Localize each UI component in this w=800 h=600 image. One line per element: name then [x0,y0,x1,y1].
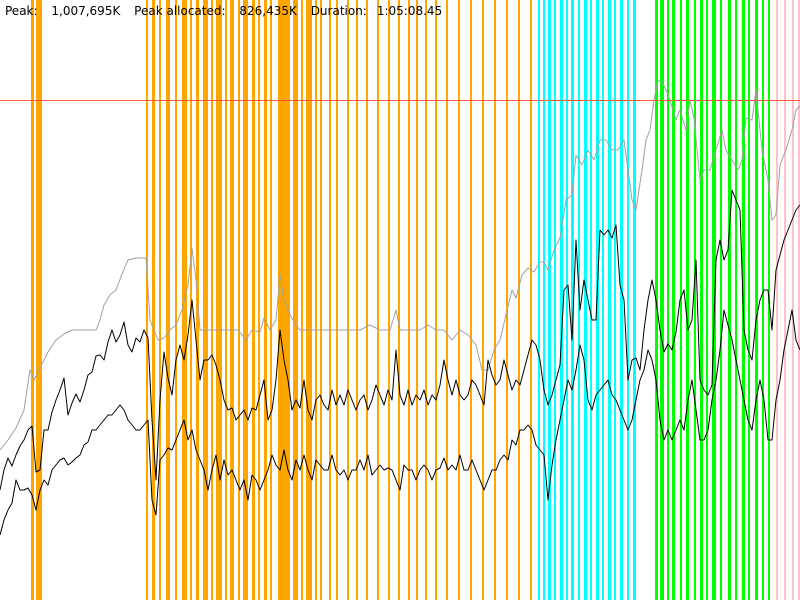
phase-band-cyan-63 [633,0,636,600]
peak-label: Peak: [5,4,38,18]
phase-band-orange-19 [264,0,267,600]
phase-band-orange-46 [530,0,532,600]
phase-band-orange-18 [258,0,260,600]
series-line-0 [0,79,800,451]
phase-band-green-65 [660,0,664,600]
phase-band-cyan-47 [538,0,540,600]
phase-band-orange-24 [306,0,312,600]
phase-band-green-79 [755,0,758,600]
phase-band-orange-16 [243,0,248,600]
peak-allocated-label: Peak allocated: [134,4,226,18]
phase-band-cyan-53 [571,0,574,600]
phase-band-orange-43 [494,0,496,600]
phase-band-cyan-58 [602,0,604,600]
phase-band-orange-44 [506,0,508,600]
phase-band-orange-14 [230,0,234,600]
phase-band-orange-45 [518,0,520,600]
phase-band-cyan-51 [560,0,563,600]
duration-stat: Duration: 1:05:08.45 [311,4,443,18]
phase-band-orange-25 [315,0,317,600]
phase-band-cyan-52 [566,0,568,600]
phase-band-green-80 [762,0,764,600]
phase-band-pink-83 [784,0,786,600]
phase-band-green-78 [748,0,750,600]
phase-band-green-66 [667,0,669,600]
phase-band-orange-32 [377,0,379,600]
duration-label: Duration: [310,4,367,18]
phase-band-orange-22 [293,0,298,600]
phase-band-orange-5 [166,0,170,600]
phase-band-orange-11 [211,0,213,600]
phase-band-cyan-60 [614,0,616,600]
phase-band-cyan-59 [608,0,611,600]
phase-band-orange-34 [398,0,400,600]
phase-band-orange-20 [270,0,272,600]
phase-band-green-69 [686,0,689,600]
phase-band-orange-2 [146,0,148,600]
phase-band-cyan-62 [627,0,629,600]
phase-band-orange-12 [216,0,222,600]
series-line-1 [0,189,800,491]
phase-band-orange-31 [366,0,368,600]
phase-band-pink-84 [792,0,794,600]
phase-band-orange-8 [190,0,192,600]
phase-band-orange-3 [152,0,155,600]
phase-band-green-76 [735,0,737,600]
phase-band-orange-38 [435,0,437,600]
peak-value: 1,007,695K [51,4,121,18]
phase-band-cyan-48 [543,0,545,600]
series-line-2 [0,309,800,536]
phase-band-orange-4 [159,0,161,600]
phase-band-cyan-56 [590,0,592,600]
phase-band-cyan-57 [596,0,599,600]
phase-band-orange-39 [446,0,448,600]
phase-band-cyan-50 [554,0,556,600]
phase-band-orange-33 [388,0,390,600]
phase-band-orange-30 [356,0,358,600]
phase-band-green-70 [694,0,696,600]
phase-band-orange-42 [482,0,484,600]
phase-band-pink-85 [798,0,800,600]
phase-band-green-71 [700,0,703,600]
phase-band-green-67 [672,0,675,600]
phase-band-green-74 [720,0,722,600]
phase-band-orange-6 [175,0,177,600]
phase-band-cyan-55 [584,0,587,600]
phase-band-orange-10 [203,0,208,600]
phase-band-orange-17 [252,0,255,600]
phase-band-orange-37 [425,0,427,600]
phase-band-green-72 [706,0,708,600]
phase-band-orange-15 [238,0,240,600]
phase-band-orange-26 [320,0,322,600]
phase-band-orange-1 [36,0,42,600]
header-stats: Peak: 1,007,695K Peak allocated: 826,435… [5,4,442,18]
phase-band-orange-23 [301,0,303,600]
phase-band-orange-29 [347,0,349,600]
phase-band-orange-28 [336,0,338,600]
phase-band-cyan-49 [548,0,551,600]
series-lines [0,79,800,536]
phase-band-orange-41 [470,0,472,600]
phase-band-orange-13 [225,0,227,600]
duration-value: 1:05:08.45 [376,4,443,18]
phase-band-orange-36 [416,0,418,600]
phase-band-orange-0 [31,0,34,600]
phase-band-green-75 [728,0,731,600]
phase-band-orange-35 [408,0,410,600]
phase-band-pink-82 [776,0,778,600]
phase-band-orange-40 [458,0,460,600]
phase-band-green-73 [712,0,716,600]
peak-allocated-value: 826,435K [239,4,297,18]
peak-stat: Peak: 1,007,695K [5,4,120,18]
peak-allocated-stat: Peak allocated: 826,435K [134,4,297,18]
phase-band-green-68 [680,0,682,600]
phase-band-cyan-61 [620,0,623,600]
phase-band-orange-27 [329,0,331,600]
